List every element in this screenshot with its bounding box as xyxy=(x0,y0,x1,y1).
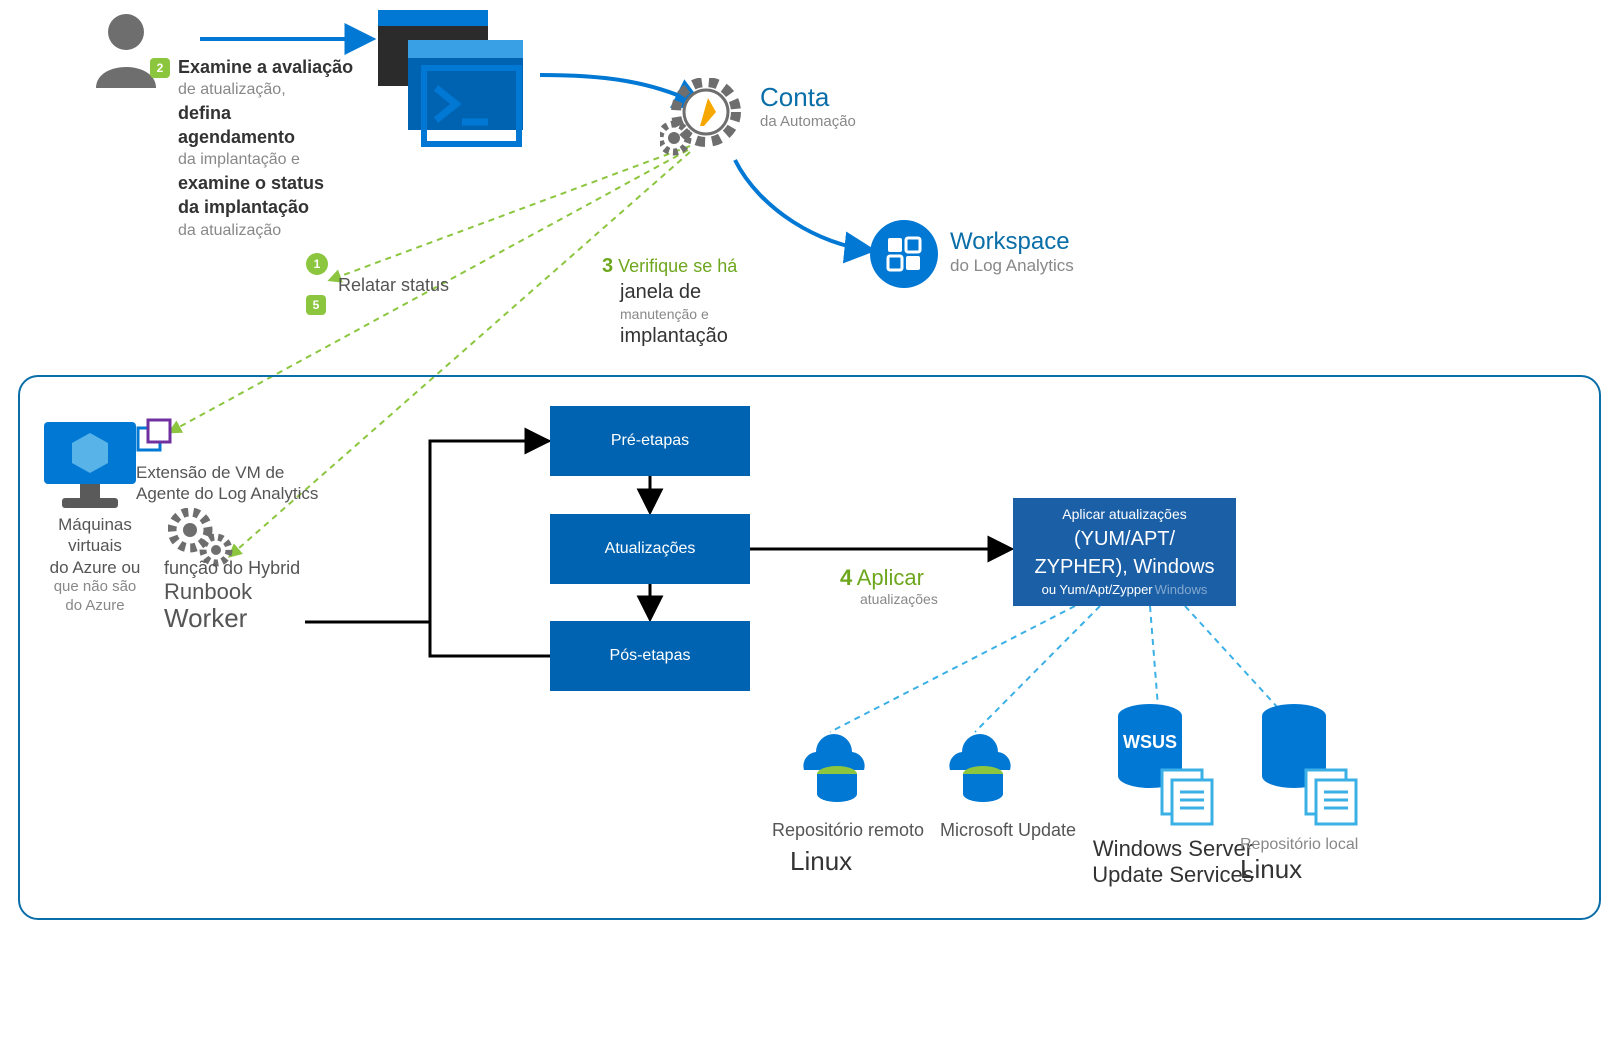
step-1-badge: 1 xyxy=(306,253,328,275)
repo-local-linux-icon xyxy=(1252,700,1372,835)
step-2-text: Examine a avaliação de atualização, defi… xyxy=(178,55,353,241)
repo-remote-linux-label: Repositório remoto xyxy=(772,820,924,841)
flow-post-box: Pós-etapas xyxy=(550,621,750,691)
hybrid-worker-label: função do Hybrid Runbook Worker xyxy=(164,558,300,634)
account-label: Conta da Automação xyxy=(760,82,856,130)
repo-local-linux-label: Repositório local Linux xyxy=(1240,836,1358,885)
step-4-text: 4 Aplicar atualizações xyxy=(840,565,938,607)
workspace-label: Workspace do Log Analytics xyxy=(950,228,1074,276)
user-icon xyxy=(90,10,162,93)
report-status-label: Relatar status xyxy=(338,275,449,296)
vm-ext-icon xyxy=(134,418,174,463)
workspace-icon xyxy=(868,218,940,295)
vm-ext-label: Extensão de VM de Agente do Log Analytic… xyxy=(136,462,318,505)
terminal-icon xyxy=(378,10,538,155)
repo-remote-linux-os: Linux xyxy=(790,846,852,877)
repo-wsus-icon: WSUS xyxy=(1108,700,1228,835)
repo-remote-linux-icon xyxy=(792,718,882,811)
flow-pre-box: Pré-etapas xyxy=(550,406,750,476)
vm-label: Máquinas virtuais do Azure ou que não sã… xyxy=(30,514,160,615)
step-5-badge: 5 xyxy=(306,295,326,315)
automation-account-icon xyxy=(660,78,752,167)
repo-ms-update-icon xyxy=(938,718,1028,811)
apply-updates-box: Aplicar atualizações (YUM/APT/ ZYPHER), … xyxy=(1013,498,1236,606)
step-2-badge: 2 xyxy=(150,58,170,78)
repo-ms-update-label: Microsoft Update xyxy=(940,820,1076,841)
step-3-text: 3 Verifique se há janela de manutenção e… xyxy=(602,253,737,349)
flow-updates-box: Atualizações xyxy=(550,514,750,584)
svg-text:WSUS: WSUS xyxy=(1123,732,1177,752)
